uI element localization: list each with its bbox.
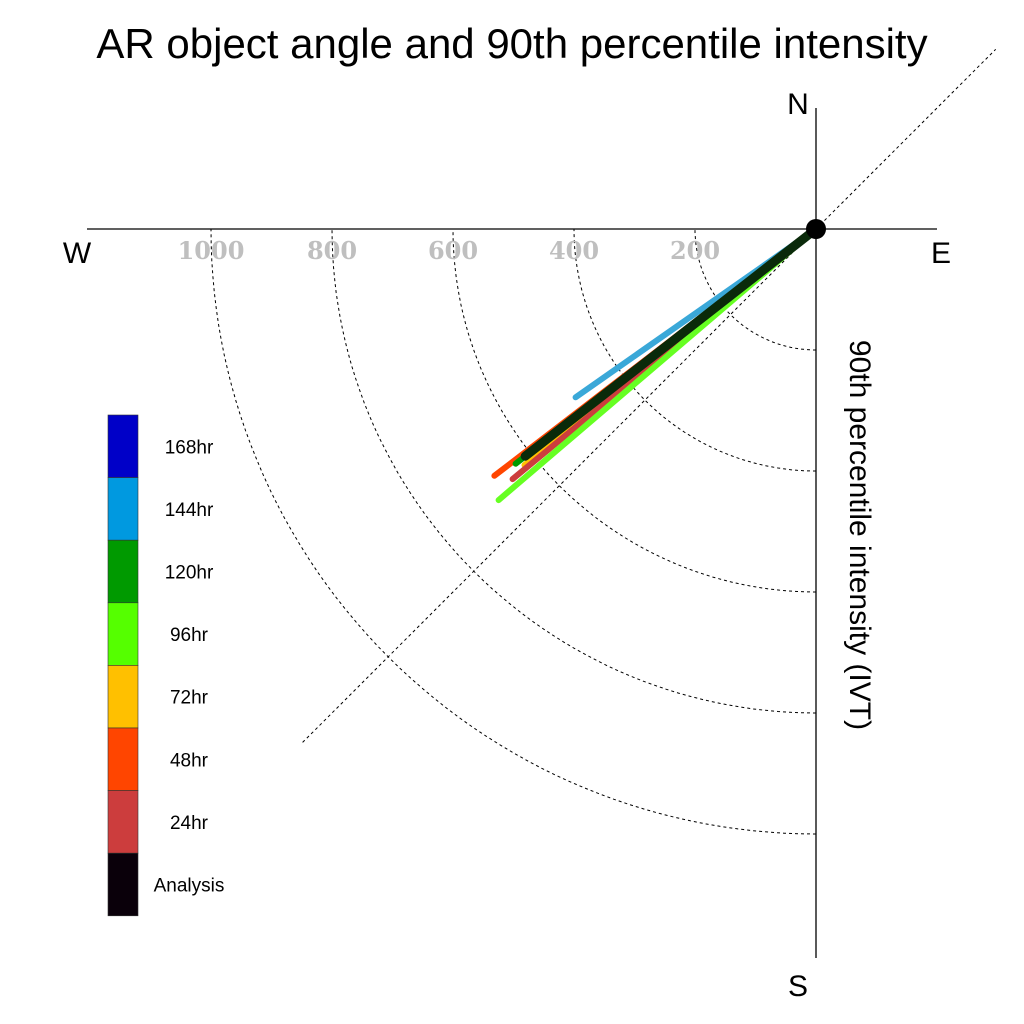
legend-label-analysis: Analysis [154, 876, 225, 897]
south-label: S [788, 970, 808, 1003]
grid-arc-200 [694, 229, 816, 351]
west-label: W [63, 237, 92, 270]
radial-tick-labels: 200 400 600 800 1000 [178, 236, 720, 265]
polar-grid [210, 48, 997, 835]
grid-arc-600 [452, 228, 817, 593]
vector-analysis [520, 224, 821, 461]
north-label: N [787, 88, 809, 121]
legend-swatch-24hr [107, 790, 139, 854]
radial-tick-400: 400 [549, 236, 599, 265]
radial-tick-800: 800 [307, 236, 357, 265]
legend-swatch-48hr [107, 727, 139, 791]
legend-swatch-96hr [107, 602, 139, 666]
legend-label-72hr: 72hr [170, 688, 209, 709]
radial-axis-label: 90th percentile intensity (IVT) [843, 340, 876, 730]
radial-tick-200: 200 [670, 236, 720, 265]
origin-marker [806, 219, 826, 239]
reference-diagonal [302, 48, 997, 743]
legend-swatch-120hr [107, 539, 139, 604]
chart-title: AR object angle and 90th percentile inte… [96, 20, 927, 67]
legend-swatch-analysis [107, 852, 139, 917]
legend-label-144hr: 144hr [165, 500, 214, 521]
legend: 168hr 144hr 120hr 96hr 72hr 48hr 24hr Analysis [107, 414, 225, 917]
east-label: E [931, 237, 951, 270]
legend-swatch-72hr [107, 665, 139, 729]
legend-label-24hr: 24hr [170, 813, 209, 834]
legend-swatch-144hr [107, 477, 139, 541]
legend-label-48hr: 48hr [170, 750, 209, 771]
legend-label-168hr: 168hr [165, 437, 214, 458]
legend-label-96hr: 96hr [170, 625, 209, 646]
vector-series [491, 224, 821, 504]
radial-tick-1000: 1000 [178, 236, 245, 265]
compass-axes [87, 108, 937, 958]
legend-swatch-168hr [107, 414, 139, 478]
legend-label-120hr: 120hr [165, 563, 214, 584]
radial-tick-600: 600 [428, 236, 478, 265]
